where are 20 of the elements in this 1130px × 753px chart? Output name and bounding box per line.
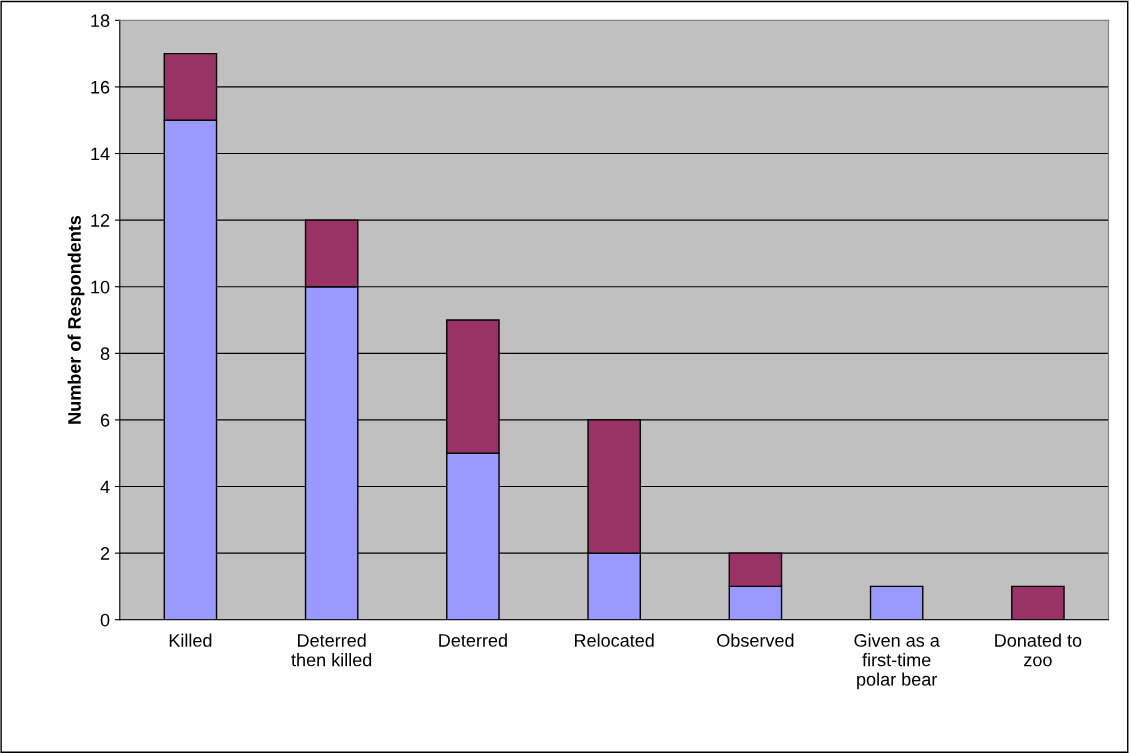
y-tick-label: 4 — [100, 480, 110, 494]
y-tick-label: 14 — [91, 147, 110, 161]
y-tick-label: 2 — [100, 547, 110, 560]
y-tick-label: 10 — [91, 280, 110, 294]
y-tick-label: 18 — [91, 14, 110, 28]
y-tick-label: 8 — [100, 347, 110, 361]
y-tick-label: 16 — [91, 80, 110, 94]
y-axis-title: Number of Respondents — [67, 215, 85, 424]
x-tick-label: Deterred then killed — [291, 633, 372, 667]
y-tick-label: 6 — [100, 413, 110, 427]
y-tick-label: 0 — [100, 613, 110, 627]
x-tick-label: Killed — [169, 633, 212, 647]
bar — [1011, 585, 1065, 620]
y-tick-label: 12 — [91, 214, 110, 227]
x-tick-label: Relocated — [574, 633, 654, 647]
x-tick-label: Given as a first-time polar bear — [854, 633, 940, 690]
bar — [869, 585, 924, 620]
x-tick-label: Observed — [717, 633, 794, 647]
x-tick-label: Deterred — [439, 633, 507, 647]
x-tick-label: Donated to zoo — [995, 633, 1082, 667]
